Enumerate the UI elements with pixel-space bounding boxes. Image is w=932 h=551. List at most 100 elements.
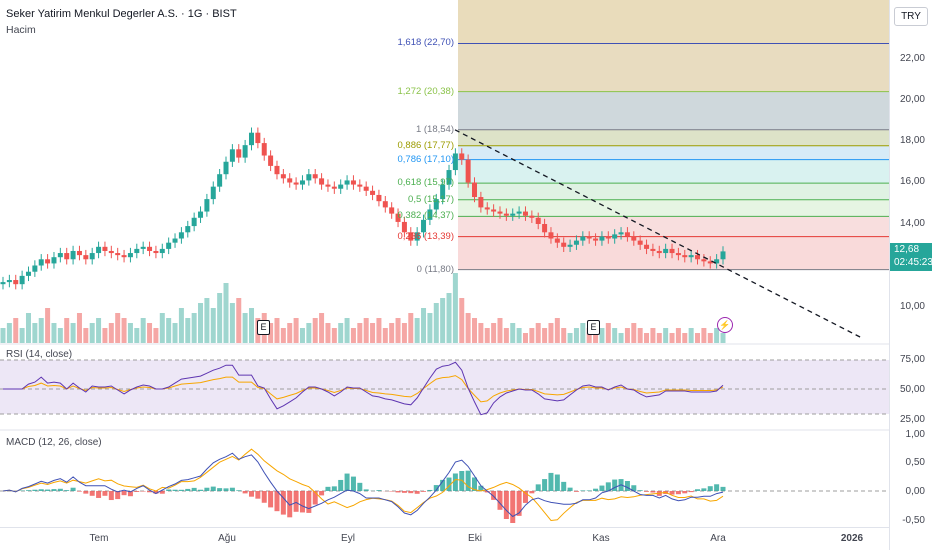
candle-body (179, 232, 184, 238)
volume-bar (141, 318, 146, 343)
volume-bar (708, 333, 713, 343)
volume-bar (682, 333, 687, 343)
macd-histogram-bar (497, 491, 502, 510)
macd-histogram-bar (599, 486, 604, 491)
volume-bar (383, 328, 388, 343)
earnings-marker[interactable]: E (257, 320, 270, 335)
macd-histogram-bar (689, 491, 694, 492)
volume-bar (606, 323, 611, 343)
symbol-title[interactable]: Seker Yatirim Menkul Degerler A.S. · 1G … (6, 8, 237, 20)
volume-bar (13, 318, 18, 343)
currency-button[interactable]: TRY (894, 7, 928, 26)
fib-zone (458, 43, 889, 91)
volume-bar (396, 318, 401, 343)
price-axis[interactable]: 22,00 20,00 18,00 16,00 14,00 10,00 75,0… (889, 0, 932, 550)
price-tick: 20,00 (900, 94, 925, 105)
volume-bar (447, 293, 452, 343)
macd-label[interactable]: MACD (12, 26, close) (6, 437, 102, 448)
volume-bar (427, 313, 432, 343)
time-axis[interactable]: Tem Ağu Eyl Eki Kas Ara 2026 (0, 527, 889, 551)
macd-histogram-bar (587, 490, 592, 491)
candle-body (345, 180, 350, 184)
macd-histogram-bar (721, 487, 726, 491)
volume-bar (109, 323, 114, 343)
macd-histogram-bar (236, 490, 241, 491)
volume-bar (173, 323, 178, 343)
macd-histogram-bar (268, 491, 273, 507)
rsi-label[interactable]: RSI (14, close) (6, 349, 72, 360)
volume-bar (485, 328, 490, 343)
volume-bar (306, 323, 311, 343)
volume-bar (631, 323, 636, 343)
candle-body (491, 209, 496, 211)
rsi-tick: 50,00 (900, 384, 925, 395)
volume-bar (542, 328, 547, 343)
macd-histogram-bar (255, 491, 260, 499)
candle-body (13, 280, 18, 284)
candle-body (192, 218, 197, 226)
macd-histogram-bar (561, 482, 566, 491)
macd-histogram-bar (300, 491, 305, 512)
price-tick: 14,00 (900, 218, 925, 229)
candle-body (1, 282, 6, 284)
macd-histogram-bar (185, 489, 190, 491)
candle-body (313, 174, 318, 178)
volume-bar (217, 293, 222, 343)
macd-histogram-bar (39, 489, 44, 491)
candle-body (638, 241, 643, 245)
time-tick: Ağu (218, 533, 236, 544)
lightning-icon[interactable]: ⚡ (717, 317, 733, 333)
macd-histogram-bar (676, 491, 681, 494)
candle-body (90, 253, 95, 259)
volume-bar (510, 323, 515, 343)
volume-bar (434, 303, 439, 343)
fib-zone (458, 160, 889, 183)
candle-body (593, 239, 598, 241)
volume-bar (689, 328, 694, 343)
fib-level-label: 0 (11,80) (370, 264, 454, 275)
volume-bar (523, 333, 528, 343)
time-tick: Eyl (341, 533, 355, 544)
candle-body (230, 149, 235, 161)
candle-body (255, 133, 260, 143)
volume-bar (644, 333, 649, 343)
macd-histogram-bar (517, 491, 522, 516)
volume-bar (115, 313, 120, 343)
candle-body (625, 232, 630, 236)
volume-bar (83, 328, 88, 343)
candle-body (102, 247, 107, 251)
macd-histogram-bar (294, 491, 299, 512)
candle-body (599, 236, 604, 240)
macd-histogram-bar (173, 490, 178, 491)
volume-bar (453, 273, 458, 343)
volume-bar (491, 323, 496, 343)
volume-bar (64, 318, 69, 343)
volume-bar (364, 318, 369, 343)
candle-body (357, 185, 362, 187)
candle-body (561, 243, 566, 247)
macd-histogram-bar (357, 483, 362, 491)
macd-histogram-bar (90, 491, 95, 496)
volume-bar (415, 318, 420, 343)
candle-body (459, 153, 464, 159)
price-tick: 10,00 (900, 301, 925, 312)
volume-bar (58, 328, 63, 343)
volume-bar (319, 313, 324, 343)
volume-bar (224, 283, 229, 343)
volume-bar (670, 333, 675, 343)
candle-body (364, 187, 369, 191)
macd-histogram-bar (574, 491, 579, 492)
candle-body (650, 249, 655, 251)
volume-bar (440, 298, 445, 343)
candle-body (243, 145, 248, 157)
volume-bar (211, 308, 216, 343)
macd-histogram-bar (504, 491, 509, 519)
macd-histogram-bar (345, 474, 350, 491)
earnings-marker[interactable]: E (587, 320, 600, 335)
volume-bar (32, 323, 37, 343)
candle-body (606, 236, 611, 238)
volume-bar (421, 308, 426, 343)
volume-bar (657, 333, 662, 343)
macd-histogram-bar (364, 489, 369, 491)
candle-body (631, 236, 636, 240)
